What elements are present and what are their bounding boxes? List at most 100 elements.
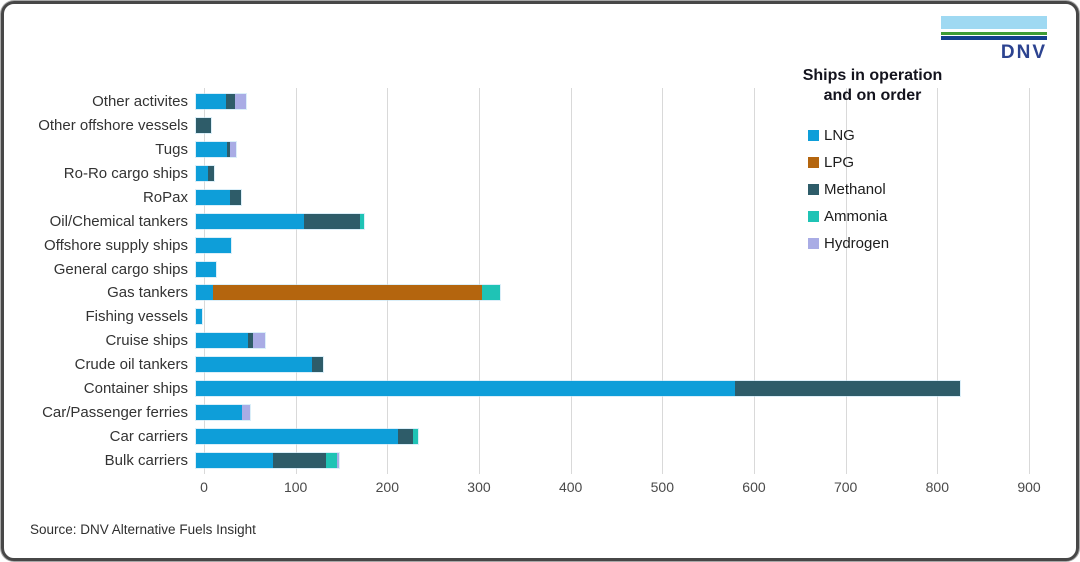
bar-stack <box>196 452 339 468</box>
bar-segment-lng <box>196 213 305 229</box>
bar-stack <box>196 94 247 110</box>
bar-row: Crude oil tankers <box>8 353 1037 377</box>
bar-track <box>196 428 1021 444</box>
bar-track <box>196 142 1021 158</box>
x-tick-label: 400 <box>558 479 583 495</box>
category-label: RoPax <box>142 188 188 206</box>
bar-track <box>196 333 1021 349</box>
gridline-100 <box>295 88 297 474</box>
bar-segment-lng <box>196 428 398 444</box>
bar-segment-hydrogen <box>229 142 237 158</box>
x-tick-label: 700 <box>833 479 858 495</box>
x-tick-label: 500 <box>650 479 675 495</box>
gridline-200 <box>387 88 389 474</box>
x-tick-label: 300 <box>467 479 491 495</box>
chart-legend: Ships in operation and on order LNG LPG Me… <box>770 66 975 257</box>
bar-track <box>196 285 1021 301</box>
legend-label: Ammonia <box>824 208 888 225</box>
bar-track <box>196 189 1021 205</box>
bar-segment-lng <box>196 237 231 253</box>
bar-stack <box>196 166 215 182</box>
bar-stack <box>196 261 217 277</box>
logo-green-bar <box>941 32 1047 35</box>
bar-track <box>196 404 1021 420</box>
bar-row: Fishing vessels <box>8 305 1037 329</box>
bar-track <box>196 452 1021 468</box>
bar-segment-lng <box>196 380 735 396</box>
bar-segment-methanol <box>311 357 323 373</box>
logo-text: DNV <box>1000 42 1047 63</box>
category-label: Car carriers <box>109 427 188 445</box>
bar-row: Offshore supply ships <box>8 233 1037 257</box>
bar-row: Other offshore vessels <box>8 114 1037 138</box>
bar-segment-ammonia <box>413 428 418 444</box>
category-label: Bulk carriers <box>104 451 188 469</box>
bar-track <box>196 166 1021 182</box>
legend-item-hydrogen: Hydrogen <box>808 230 975 257</box>
bar-stack <box>196 213 364 229</box>
bar-row: Tugs <box>8 138 1037 162</box>
bar-segment-lng <box>196 166 208 182</box>
plot-gridlines <box>204 88 1030 474</box>
bar-segment-lng <box>196 452 273 468</box>
legend-title-line1: Ships in operation <box>802 67 943 84</box>
bar-track <box>196 213 1021 229</box>
legend-swatch-lng <box>808 130 819 141</box>
dnv-logo: DNV <box>941 16 1047 62</box>
bar-track <box>196 118 1021 134</box>
x-tick-label: 900 <box>1017 479 1041 495</box>
x-tick-label: 200 <box>375 479 400 495</box>
bar-segment-methanol <box>196 118 211 134</box>
bar-stack <box>196 285 501 301</box>
bar-segment-methanol <box>273 452 327 468</box>
bar-segment-lpg <box>212 285 482 301</box>
gridline-400 <box>570 88 572 474</box>
legend-item-ammonia: Ammonia <box>808 203 975 230</box>
bar-segment-lng <box>196 285 213 301</box>
bar-track <box>196 309 1021 325</box>
legend-swatch-lpg <box>808 157 819 168</box>
legend-swatch-methanol <box>808 184 819 195</box>
category-label: Ro-Ro cargo ships <box>63 165 188 183</box>
bar-segment-lng <box>196 309 203 325</box>
category-label: Other activites <box>92 93 188 111</box>
bar-segment-ammonia <box>482 285 501 301</box>
gridline-900 <box>1029 88 1030 474</box>
legend-item-lpg: LPG <box>808 149 975 176</box>
bar-track <box>196 357 1021 373</box>
bar-row: General cargo ships <box>8 257 1037 281</box>
bar-segment-hydrogen <box>241 404 251 420</box>
bar-segment-lng <box>196 404 242 420</box>
bar-stack <box>196 118 211 134</box>
bar-segment-methanol <box>397 428 414 444</box>
category-label: Crude oil tankers <box>74 356 188 374</box>
category-label: General cargo ships <box>53 260 188 278</box>
bar-stack <box>196 380 960 396</box>
gridline-600 <box>753 88 755 474</box>
legend-label: LNG <box>824 127 855 144</box>
bar-stack <box>196 237 231 253</box>
bar-segment-lng <box>196 142 228 158</box>
legend-item-methanol: Methanol <box>808 176 975 203</box>
bar-segment-ammonia <box>360 213 364 229</box>
bar-segment-methanol <box>304 213 361 229</box>
bar-track <box>196 380 1021 396</box>
bar-segment-methanol <box>248 333 253 349</box>
legend-label: LPG <box>824 154 855 171</box>
bar-segment-lng <box>196 94 227 110</box>
category-label: Tugs <box>155 141 188 159</box>
category-label: Offshore supply ships <box>44 236 188 254</box>
bar-row: Gas tankers <box>8 281 1037 305</box>
category-label: Car/Passenger ferries <box>42 403 188 421</box>
bar-segment-lng <box>196 261 217 277</box>
bar-segment-lng <box>196 333 249 349</box>
legend-swatch-hydrogen <box>808 238 819 249</box>
bar-row: Other activites <box>8 90 1037 114</box>
logo-navy-bar <box>941 36 1047 40</box>
bar-row: Container ships <box>8 377 1037 401</box>
gridline-700 <box>845 88 847 474</box>
gridline-0 <box>204 88 205 474</box>
legend-label: Methanol <box>824 181 886 198</box>
bar-segment-lng <box>196 357 312 373</box>
bar-stack <box>196 357 323 373</box>
